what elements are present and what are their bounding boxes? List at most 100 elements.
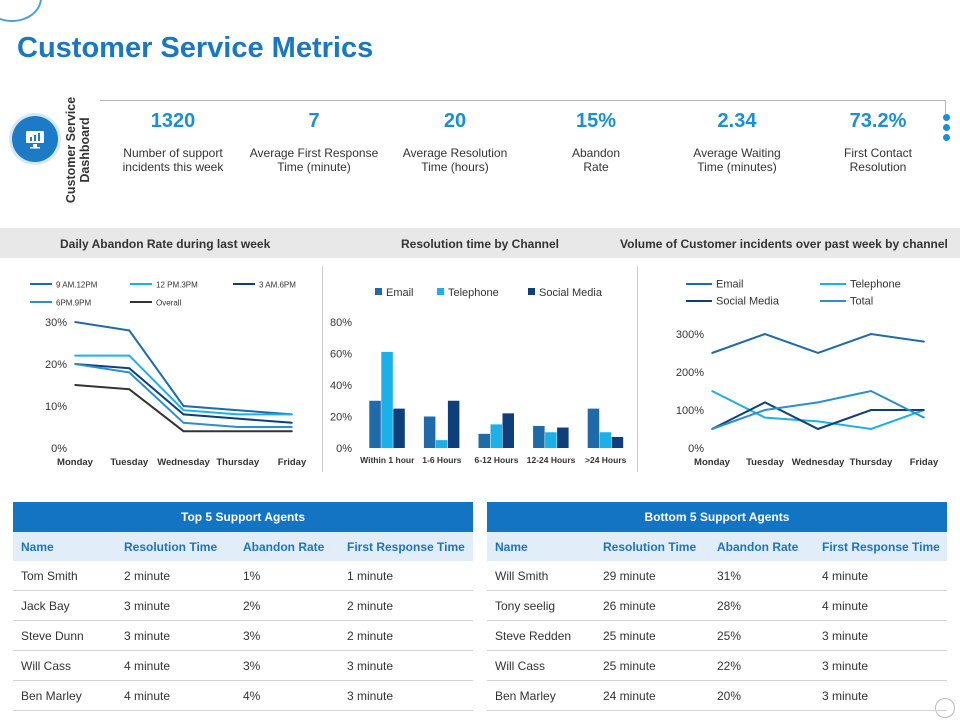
x-tick-label: Tuesday — [746, 457, 785, 468]
x-tick-label: 1-6 Hours — [422, 455, 461, 465]
data-point-total — [817, 401, 819, 404]
kpi-waiting-time: 2.34 Average Waiting Time (minutes) — [667, 110, 807, 174]
y-tick-label: 40% — [330, 380, 352, 392]
data-point-social-media — [764, 401, 766, 404]
abandon-chart-title: Daily Abandon Rate during last week — [60, 237, 271, 251]
kpi-value: 20 — [443, 110, 467, 132]
y-tick-label: 0% — [51, 443, 67, 455]
kpi-value: 1320 — [150, 110, 196, 132]
table-cell: Will Cass — [487, 650, 595, 681]
column-header: Abandon Rate — [235, 532, 339, 561]
bottom-agents-table: Bottom 5 Support Agents Name Resolution … — [487, 502, 947, 711]
table-row: Will Cass 4 minute 3% 3 minute — [13, 650, 473, 681]
x-tick-label: Within 1 hour — [360, 455, 415, 465]
column-header: Abandon Rate — [709, 532, 814, 561]
table-cell: 3 minute — [814, 620, 947, 651]
data-point-email — [923, 340, 925, 343]
data-point-overall — [74, 384, 76, 386]
data-point-social-media — [870, 409, 872, 411]
column-header: Resolution Time — [595, 532, 709, 561]
y-tick-label: 10% — [45, 401, 67, 413]
data-point-telephone — [711, 390, 713, 392]
column-header: Name — [13, 532, 116, 561]
data-point-12-pm-3pm — [236, 413, 239, 416]
data-point-total — [923, 416, 925, 419]
kpi-value: 73.2% — [849, 110, 907, 132]
legend-label: Telephone — [448, 287, 499, 299]
y-tick-label: 30% — [45, 317, 67, 329]
legend-label: 3 AM.6PM — [259, 281, 296, 290]
table-row: Steve Redden 25 minute 25% 3 minute — [487, 620, 947, 651]
x-tick-label: 12-24 Hours — [527, 455, 576, 465]
bar-email — [369, 400, 381, 448]
y-tick-label: 100% — [676, 405, 704, 417]
y-tick-label: 0% — [336, 443, 352, 455]
table-cell: 3 minute — [339, 680, 473, 711]
data-point-12-pm-3pm — [74, 354, 76, 357]
data-point-6pm-9pm — [236, 426, 239, 428]
chart-separator — [637, 266, 638, 472]
kpi-divider — [100, 100, 946, 101]
table-cell: 3 minute — [339, 650, 473, 681]
data-point-12-pm-3pm — [128, 354, 131, 357]
bar-social-media — [502, 413, 514, 448]
table-row: Steve Dunn 3 minute 3% 2 minute — [13, 620, 473, 651]
kpi-label: First Contact Resolution — [843, 146, 912, 174]
kpi-label: Average Waiting Time (minutes) — [693, 146, 781, 174]
table-cell: 31% — [709, 561, 814, 591]
more-options-icon[interactable] — [943, 114, 950, 144]
series-line-email — [711, 332, 925, 355]
x-tick-label: Wednesday — [157, 457, 210, 468]
x-tick-label: Friday — [278, 457, 307, 468]
page-title: Customer Service Metrics — [17, 32, 374, 64]
kpi-first-contact: 73.2% First Contact Resolution — [808, 110, 948, 174]
kpi-resolution-time: 20 Average Resolution Time (hours) — [385, 110, 525, 174]
data-point-telephone — [870, 428, 872, 430]
kpi-label: Number of support incidents this week — [122, 146, 224, 174]
x-tick-label: Thursday — [216, 457, 259, 468]
y-tick-label: 0% — [688, 443, 704, 455]
bar-telephone — [381, 351, 393, 448]
volume-chart-title: Volume of Customer incidents over past w… — [620, 237, 948, 251]
data-point-overall — [291, 430, 293, 432]
table-cell: 1 minute — [339, 561, 473, 591]
table-row: Will Smith 29 minute 31% 4 minute — [487, 561, 947, 591]
table-cell: 26 minute — [595, 590, 709, 621]
table-cell: 4 minute — [814, 590, 947, 621]
x-tick-label: Monday — [57, 457, 94, 468]
kpi-label: Average Resolution Time (hours) — [402, 146, 508, 174]
kpi-support-incidents: 1320 Number of support incidents this we… — [103, 110, 243, 174]
table-cell: 3% — [235, 650, 339, 681]
bar-email — [478, 433, 490, 448]
y-tick-label: 20% — [45, 359, 67, 371]
table-cell: 29 minute — [595, 561, 709, 591]
dashboard-label: Customer Service Dashboard — [64, 96, 92, 204]
legend-label: 9 AM.12PM — [56, 281, 98, 290]
data-point-12-pm-3pm — [291, 413, 293, 416]
bar-telephone — [490, 424, 502, 448]
table-cell: 3 minute — [116, 620, 235, 651]
data-point-6pm-9pm — [74, 363, 76, 365]
legend-label: Email — [386, 287, 414, 299]
data-point-overall — [182, 430, 185, 432]
x-tick-label: 6-12 Hours — [475, 455, 519, 465]
data-point-3-am-6pm — [128, 367, 131, 369]
table-cell: 25% — [709, 620, 814, 651]
data-point-total — [764, 409, 766, 411]
table-cell: Will Cass — [13, 650, 116, 681]
data-point-telephone — [817, 420, 819, 423]
kpi-label: Average First Response Time (minute) — [249, 146, 379, 174]
table-cell: 2 minute — [339, 590, 473, 621]
column-header: First Response Time — [814, 532, 947, 561]
kpi-abandon-rate: 15% Abandon Rate — [526, 110, 666, 174]
y-tick-label: 80% — [330, 317, 352, 329]
y-tick-label: 20% — [330, 412, 352, 424]
table-cell: Tony seelig — [487, 590, 595, 621]
legend-swatch-telephone — [437, 288, 444, 295]
data-point-3-am-6pm — [291, 422, 293, 424]
table-cell: 4 minute — [116, 680, 235, 711]
data-point-9-am-12pm — [236, 409, 239, 411]
data-point-email — [817, 352, 819, 354]
table-row: Jack Bay 3 minute 2% 2 minute — [13, 590, 473, 621]
data-point-12-pm-3pm — [182, 409, 185, 411]
